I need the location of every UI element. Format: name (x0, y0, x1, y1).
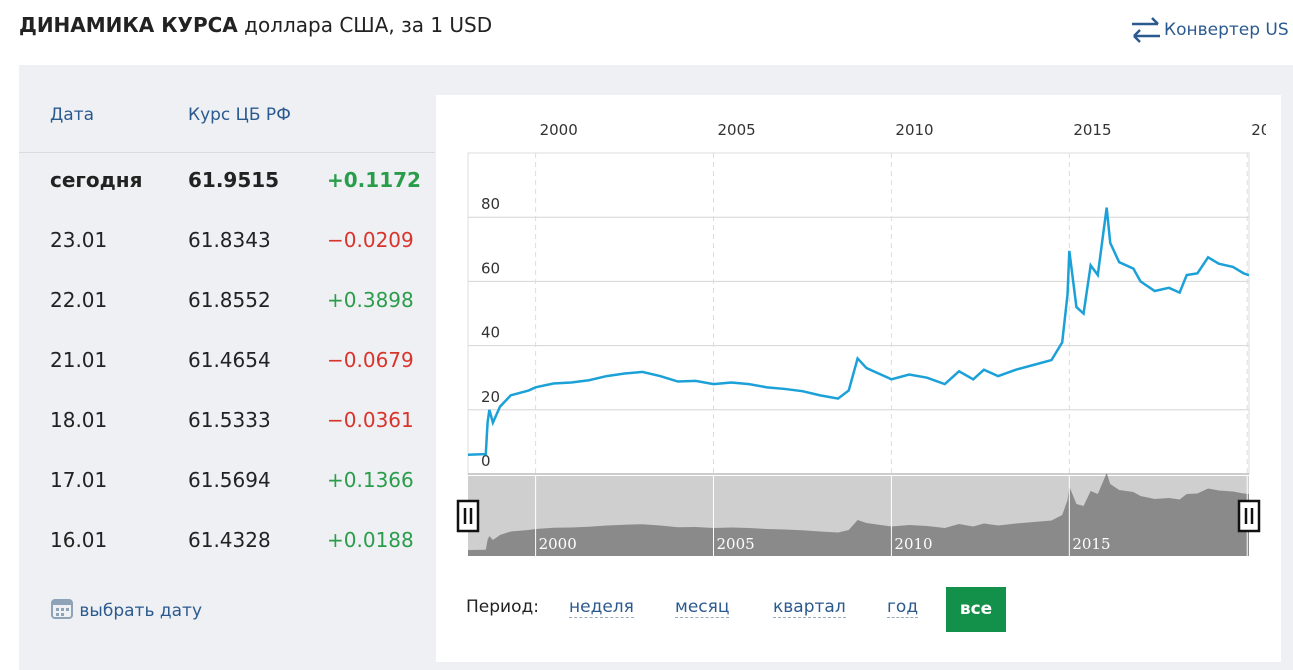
table-cell: 23.01 (50, 228, 108, 252)
table-cell: 21.01 (50, 348, 108, 372)
subtitle: доллара США, за 1 USD (244, 13, 493, 37)
navigator-label: 2015 (1072, 535, 1110, 553)
table-cell: +0.3898 (327, 288, 414, 312)
table-cell: 16.01 (50, 528, 108, 552)
table-cell: −0.0209 (327, 228, 414, 252)
period-button-active[interactable]: все (946, 587, 1006, 632)
title-line: ДИНАМИКА КУРСА доллара США, за 1 USD (19, 13, 492, 37)
period-button[interactable]: месяц (675, 597, 730, 618)
table-cell: +0.1366 (327, 468, 414, 492)
table-cell: +0.0188 (327, 528, 414, 552)
date-picker-text: выбрать дату (79, 601, 203, 621)
table-cell: −0.0361 (327, 408, 414, 432)
swap-icon (1132, 17, 1160, 43)
table-cell: −0.0679 (327, 348, 414, 372)
x-tick-label: 2010 (895, 121, 933, 139)
y-tick-label: 40 (481, 324, 500, 342)
navigator-label: 2010 (894, 535, 932, 553)
table-cell: 61.4328 (188, 528, 271, 552)
period-button[interactable]: неделя (569, 597, 634, 618)
navigator-area (468, 473, 1249, 556)
handle-box (456, 499, 480, 533)
period-label: Период: (466, 597, 539, 617)
y-tick-label: 20 (481, 388, 500, 406)
table-cell: 61.9515 (188, 168, 280, 192)
table-cell: сегодня (50, 168, 143, 192)
table-cell: 18.01 (50, 408, 108, 432)
period-button[interactable]: год (887, 597, 919, 618)
table-cell: +0.1172 (327, 168, 421, 192)
table-cell: 61.4654 (188, 348, 271, 372)
navigator-label: 2000 (539, 535, 577, 553)
x-tick-label: 2000 (540, 121, 578, 139)
converter-text: Конвертер US (1164, 20, 1289, 40)
navigator-handle[interactable] (456, 499, 480, 533)
table-cell: 22.01 (50, 288, 108, 312)
navigator-label: 2005 (717, 535, 755, 553)
navigator-handle[interactable] (1237, 499, 1261, 533)
y-tick-label: 60 (481, 259, 500, 277)
col-header: Дата (50, 105, 95, 125)
col-header: Курс ЦБ РФ (188, 105, 291, 125)
table-cell: 61.8552 (188, 288, 271, 312)
chart-card (436, 95, 1281, 662)
y-tick-label: 0 (481, 452, 491, 470)
x-tick-label: 2005 (718, 121, 756, 139)
table-cell: 61.5333 (188, 408, 271, 432)
rate-line (467, 207, 1250, 456)
period-button[interactable]: квартал (773, 597, 846, 618)
plot-border (467, 152, 1250, 475)
x-tick-label: 2015 (1073, 121, 1111, 139)
table-cell: 61.5694 (188, 468, 271, 492)
date-picker[interactable]: выбрать дату (50, 596, 202, 621)
divider (19, 152, 435, 153)
table-cell: 17.01 (50, 468, 108, 492)
y-tick-label: 80 (481, 195, 500, 213)
calendar-icon (51, 599, 73, 619)
converter-link[interactable]: Конвертер US (1128, 14, 1293, 46)
handle-box (1237, 499, 1261, 533)
title: ДИНАМИКА КУРСА (19, 13, 238, 37)
table-cell: 61.8343 (188, 228, 271, 252)
